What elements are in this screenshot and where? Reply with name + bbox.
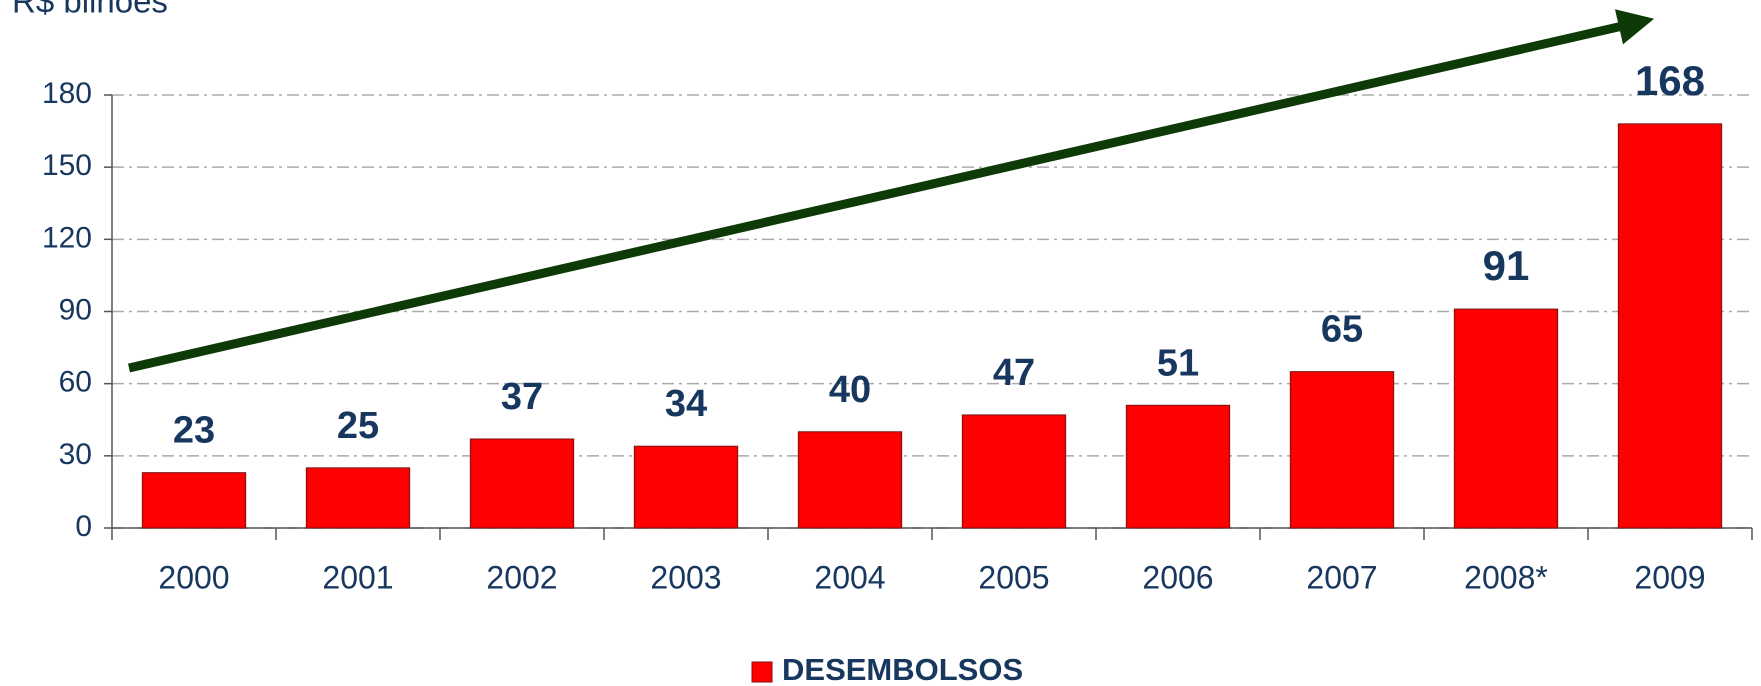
y-tick-label: 90 xyxy=(59,293,92,326)
bar xyxy=(961,414,1067,529)
x-tick-label: 2001 xyxy=(322,559,393,595)
bar xyxy=(305,467,411,529)
value-label: 23 xyxy=(173,410,215,452)
y-tick-label: 150 xyxy=(42,149,92,182)
x-tick-label: 2008* xyxy=(1464,559,1548,595)
bar xyxy=(1125,404,1231,529)
bar xyxy=(1289,371,1395,529)
value-label: 51 xyxy=(1157,342,1199,384)
value-label: 47 xyxy=(993,352,1035,394)
value-label: 40 xyxy=(829,369,871,411)
x-tick-label: 2009 xyxy=(1634,559,1705,595)
bar xyxy=(797,431,903,529)
x-tick-label: 2005 xyxy=(978,559,1049,595)
x-tick-label: 2000 xyxy=(158,559,229,595)
axis-title: R$ bilhões xyxy=(12,0,168,20)
value-label: 37 xyxy=(501,376,543,418)
x-tick-label: 2007 xyxy=(1306,559,1377,595)
y-tick-label: 180 xyxy=(42,77,92,110)
value-label: 168 xyxy=(1635,57,1705,104)
legend-label: DESEMBOLSOS xyxy=(782,652,1023,686)
bar xyxy=(1453,308,1559,529)
bar xyxy=(469,438,575,529)
bar xyxy=(141,472,247,529)
x-tick-label: 2002 xyxy=(486,559,557,595)
y-tick-label: 120 xyxy=(42,221,92,254)
legend-swatch xyxy=(751,661,773,683)
bar xyxy=(1617,123,1723,529)
value-label: 91 xyxy=(1483,242,1530,289)
value-label: 34 xyxy=(665,383,707,425)
value-label: 25 xyxy=(337,405,379,447)
trend-arrow xyxy=(127,9,1655,373)
x-tick-label: 2006 xyxy=(1142,559,1213,595)
value-label: 65 xyxy=(1321,309,1363,351)
y-tick-label: 30 xyxy=(59,438,92,471)
x-tick-label: 2003 xyxy=(650,559,721,595)
x-tick-label: 2004 xyxy=(814,559,885,595)
bar xyxy=(633,445,739,529)
y-tick-label: 60 xyxy=(59,366,92,399)
plot-area: 0 30 60 90 120 150 180 2000 2001 2002 2003 2004 2005… xyxy=(42,57,1753,686)
y-tick-label: 0 xyxy=(75,510,92,543)
